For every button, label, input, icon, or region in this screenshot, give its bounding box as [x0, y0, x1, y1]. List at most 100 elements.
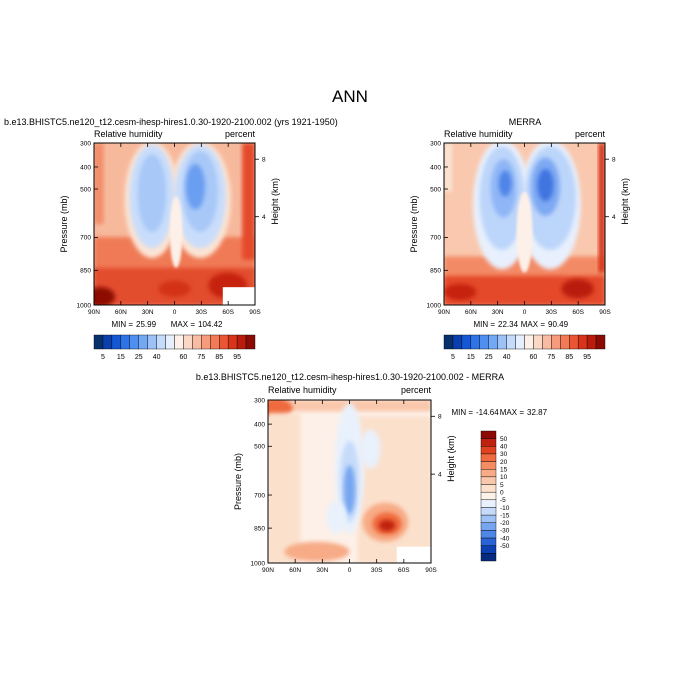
y-tick-label: 850: [80, 268, 91, 275]
panel-reference-title: MERRA: [509, 117, 542, 127]
x-tick-label: 30N: [492, 309, 504, 316]
contour-region: [396, 546, 431, 563]
x-tick-label: 90S: [599, 309, 611, 316]
x-tick-label: 0: [173, 309, 177, 316]
panel-test-max-value: 104.42: [198, 320, 223, 329]
y-tick-label: 1000: [427, 302, 442, 309]
y-tick-label: 400: [80, 164, 91, 171]
colorbar-label: 20: [500, 459, 508, 466]
colorbar-label: 5: [500, 482, 504, 489]
contour-region: [326, 501, 347, 534]
colorbar-swatch: [102, 334, 113, 350]
colorbar-swatch: [480, 530, 497, 539]
y-axis-label: Pressure (mb): [59, 195, 69, 252]
panel-reference-field: [444, 143, 605, 305]
colorbar-swatch: [480, 484, 497, 493]
contour-region: [268, 413, 301, 563]
colorbar-swatch: [524, 334, 534, 350]
colorbar-swatch: [480, 545, 497, 554]
y-tick-label: 500: [80, 186, 91, 193]
y-tick-label: 1000: [77, 302, 92, 309]
y-tick-label: 400: [430, 164, 441, 171]
y-tick-label: 700: [80, 235, 91, 242]
colorbar-swatch: [586, 334, 597, 350]
contour-region: [343, 465, 356, 515]
x-tick-label: 60S: [222, 309, 234, 316]
colorbar-label: 40: [500, 444, 508, 451]
y-tick-label: 700: [430, 235, 441, 242]
x-tick-label: 0: [523, 309, 527, 316]
colorbar-swatch: [129, 334, 139, 350]
contour-region: [561, 279, 594, 299]
colorbar-swatch: [201, 334, 211, 350]
colorbar-swatch: [480, 476, 497, 485]
panel-test-axes: 90N 60N 30N 0 30S 60S 90S 300 400 500 700 850 1000 8 4…: [59, 140, 280, 316]
colorbar-swatch: [480, 499, 497, 508]
panel-reference-min-label: MIN =: [473, 320, 495, 329]
x-tick-label: 30N: [316, 567, 328, 574]
figure-title: ANN: [332, 87, 368, 106]
colorbar-swatch: [183, 334, 193, 350]
colorbar-swatch: [480, 507, 497, 516]
colorbar-swatch: [479, 334, 489, 350]
x-tick-label: 60S: [572, 309, 584, 316]
y-tick-label: 300: [254, 397, 265, 404]
colorbar-swatch: [506, 334, 516, 350]
colorbar-label: -10: [500, 505, 510, 512]
y-axis-label: Pressure (mb): [233, 453, 243, 510]
y-axis-right-label: Height (km): [620, 178, 630, 225]
y-tick-label: 500: [254, 444, 265, 451]
contour-region: [360, 429, 381, 469]
panel-test-min-label: MIN =: [111, 320, 133, 329]
x-tick-label: 90N: [88, 309, 100, 316]
colorbar-swatch: [542, 334, 552, 350]
colorbar-swatch: [480, 522, 497, 531]
colorbar-swatch: [480, 514, 497, 523]
y-axis-label: Pressure (mb): [409, 195, 419, 252]
panel-test-left-label: Relative humidity: [94, 129, 163, 139]
panel-reference-colorbar: 5 15 25 40 60 75 85 95: [443, 334, 606, 361]
panel-test-min-value: 25.99: [136, 320, 157, 329]
colorbar-swatch: [156, 334, 166, 350]
contour-region: [444, 283, 477, 301]
panel-difference-right-label: percent: [401, 385, 432, 395]
colorbar-swatch: [470, 334, 480, 350]
colorbar-swatch: [480, 438, 497, 447]
contour-region: [284, 541, 350, 562]
y-right-tick-label: 4: [438, 471, 442, 478]
colorbar-swatch: [192, 334, 202, 350]
x-tick-label: 60N: [115, 309, 127, 316]
y-tick-label: 500: [430, 186, 441, 193]
x-tick-label: 0: [348, 567, 352, 574]
colorbar-label: -30: [500, 528, 510, 535]
colorbar-label: 95: [583, 354, 591, 361]
colorbar-label: 85: [215, 354, 223, 361]
x-tick-label: 60S: [398, 567, 410, 574]
panel-reference-axes: 90N 60N 30N 0 30S 60S 90S 300 400 500 700 850 1000 8 4…: [409, 140, 630, 316]
colorbar-swatch: [480, 453, 497, 462]
colorbar-label: 30: [500, 451, 508, 458]
y-right-tick-label: 8: [612, 157, 616, 164]
colorbar-label: 15: [467, 354, 475, 361]
colorbar-label: -20: [500, 520, 510, 527]
contour-region: [378, 519, 396, 532]
y-tick-label: 400: [254, 421, 265, 428]
y-tick-label: 850: [430, 268, 441, 275]
panel-difference-left-label: Relative humidity: [268, 385, 337, 395]
contour-region: [158, 280, 191, 297]
x-tick-label: 90N: [438, 309, 450, 316]
colorbar-swatch: [480, 446, 497, 455]
x-tick-label: 30N: [142, 309, 154, 316]
colorbar-label: 60: [180, 354, 188, 361]
contour-region: [444, 143, 453, 192]
panel-reference-max-label: MAX =: [521, 320, 546, 329]
contour-region: [598, 143, 605, 273]
colorbar-swatch: [93, 334, 104, 350]
colorbar-label: 75: [197, 354, 205, 361]
panel-test: b.e13.BHISTC5.ne120_t12.cesm-ihesp-hires…: [4, 117, 338, 361]
colorbar-label: 40: [153, 354, 161, 361]
panel-difference-max-label: MAX =: [500, 408, 525, 417]
panel-test-title: b.e13.BHISTC5.ne120_t12.cesm-ihesp-hires…: [4, 117, 338, 127]
colorbar-swatch: [111, 334, 122, 350]
